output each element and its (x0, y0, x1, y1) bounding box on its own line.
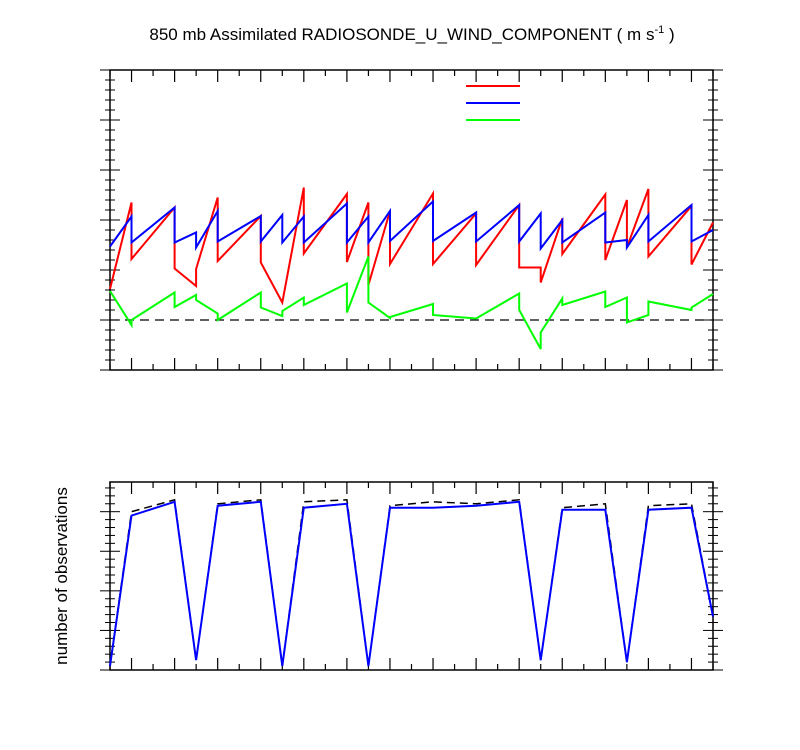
top-panel (100, 69, 723, 371)
obs-series-line-0 (109, 498, 714, 667)
series-line-1 (109, 199, 714, 252)
chart-title-suffix: ) (664, 25, 674, 44)
y-axis-label: number of observations (52, 487, 71, 665)
obs-series-line-1 (109, 500, 714, 667)
bottom-plot-frame (109, 481, 714, 671)
bottom-panel: number of observations (52, 481, 723, 671)
series-line-2 (109, 256, 714, 350)
series-line-0 (109, 187, 714, 306)
chart-title-superscript: -1 (654, 24, 664, 36)
chart-title-text: 850 mb Assimilated RADIOSONDE_U_WIND_COM… (149, 25, 654, 44)
chart-title: 850 mb Assimilated RADIOSONDE_U_WIND_COM… (149, 24, 674, 44)
